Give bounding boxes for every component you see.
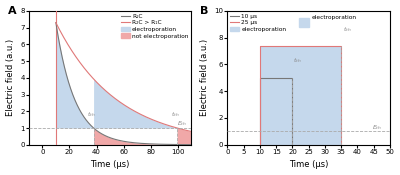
Text: $t_{th}$: $t_{th}$ [171,110,179,119]
X-axis label: Time (μs): Time (μs) [289,160,328,169]
Y-axis label: Electric field (a.u.): Electric field (a.u.) [6,39,14,116]
Legend: 10 μs, 25 μs, electroporation: 10 μs, 25 μs, electroporation [230,14,286,32]
X-axis label: Time (μs): Time (μs) [90,160,130,169]
Text: A: A [8,6,16,16]
Text: $t_{th}$: $t_{th}$ [294,56,302,65]
Legend: R₁C, R₂C > R₁C, electroporation, not electroporation: R₁C, R₂C > R₁C, electroporation, not ele… [121,14,188,38]
Text: $E_{th}$: $E_{th}$ [372,123,382,132]
Y-axis label: Electric field (a.u.): Electric field (a.u.) [200,39,209,116]
Text: $t_{th}$: $t_{th}$ [87,110,96,119]
Text: electroporation: electroporation [312,15,357,20]
FancyBboxPatch shape [299,18,309,27]
Text: $t_{th}$: $t_{th}$ [343,25,352,34]
Text: $E_{th}$: $E_{th}$ [177,120,187,128]
Text: B: B [200,6,208,16]
